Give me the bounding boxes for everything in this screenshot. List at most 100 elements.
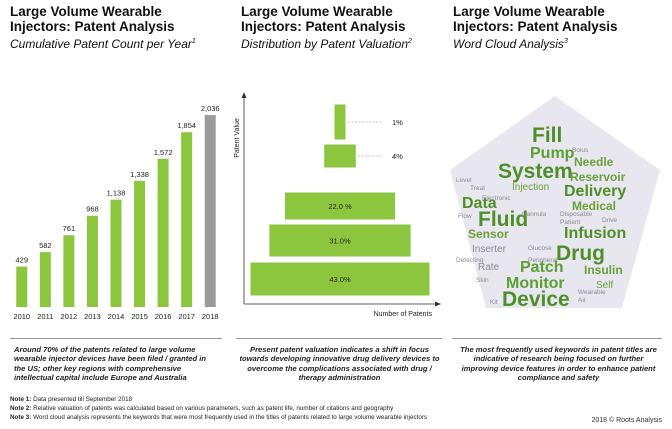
data-label: 761 [63,224,76,233]
word-cloud-term: Medical [572,199,616,213]
bar [16,266,28,307]
tick-label: 2012 [61,312,78,321]
divider [236,338,442,339]
footnote-marker: 3 [563,38,568,45]
panel-subtitle: Distribution by Patent Valuation2 [241,35,456,51]
subtitle-text: Distribution by Patent Valuation [241,37,408,51]
tick-label: 2018 [202,312,219,321]
y-axis-arrow [241,92,247,98]
tick-label: 2014 [108,312,125,321]
note-1: Note 1: Data presented till September 20… [10,396,132,404]
tier-label: 1% [392,118,403,127]
tick-label: 2015 [131,312,148,321]
y-axis-label: Patent Value [234,118,241,158]
word-cloud-term: Level [456,177,472,184]
word-cloud-term: Monitor [506,275,565,292]
tier-label: 31.0% [329,237,351,246]
insight-valuation: Present patent valuation indicates a shi… [239,345,440,382]
word-cloud-term: Disposable [560,211,593,218]
divider [452,338,662,339]
word-cloud-term: Drug [556,242,605,265]
note-label: Note 1: [10,396,32,403]
word-cloud-term: Fill [532,124,562,147]
tick-label: 2011 [37,312,53,321]
note-label: Note 3: [10,414,32,421]
pyramid-tier [249,261,431,297]
word-cloud-term: Reservoir [570,170,626,184]
word-cloud-term: Data [462,195,497,212]
pyramid-tier [268,223,412,258]
x-axis-arrow [435,301,441,307]
panel-subtitle: Word Cloud Analysis3 [453,35,668,51]
bar [39,252,51,307]
word-cloud-term: Patient [560,219,580,226]
word-cloud-term: Wearable [578,289,606,296]
word-cloud-term: Sensor [468,227,509,241]
pyramid-tier [333,103,347,141]
word-cloud-term: Drive [602,217,618,224]
note-label: Note 2: [10,405,32,412]
tick-label: 2013 [84,312,101,321]
panel-header-patent-count: Large Volume Wearable Injectors: Patent … [10,4,225,51]
note-3: Note 3: Word cloud analysis represents t… [10,414,427,422]
data-label: 1,854 [177,121,196,130]
data-label: 1,138 [107,189,126,198]
footnote-marker: 1 [191,38,196,45]
copyright-credit: 2018 © Roots Analysis [591,417,662,424]
word-cloud-term: Patch [520,259,564,276]
word-cloud-term: Flow [458,213,472,220]
panel-header-word-cloud: Large Volume Wearable Injectors: Patent … [453,4,668,51]
word-cloud-term: Device [502,288,570,311]
panel-title: Large Volume Wearable Injectors: Patent … [10,4,175,34]
word-cloud-term: Inserter [472,244,507,255]
word-cloud-term: Peripheral [528,257,558,264]
word-cloud-term: Insulin [584,263,623,277]
tick-label: 2017 [178,312,195,321]
footnote-marker: 2 [408,38,412,45]
subtitle-text: Cumulative Patent Count per Year [10,37,192,51]
word-cloud-term: Rate [478,262,500,273]
data-label: 968 [86,205,99,214]
tier-label: 4% [392,152,403,161]
data-label: 2,036 [201,104,220,113]
word-cloud-term: Kit [490,299,498,306]
word-cloud-term: Self [596,280,613,291]
pyramid-tier [323,143,357,169]
cloud-pentagon [450,96,660,308]
pyramid-tier [283,191,397,221]
bar [63,235,75,307]
insight-patent-count: Around 70% of the patents related to lar… [14,345,207,382]
insight-word-cloud: The most frequently used keywords in pat… [460,345,657,382]
tier-label: 22.0 % [328,202,352,211]
tick-label: 2010 [13,312,30,321]
subtitle-text: Word Cloud Analysis [453,37,564,51]
bar [181,132,193,307]
note-2: Note 2: Relative valuation of patents wa… [10,405,393,413]
data-label: 582 [39,241,52,250]
bar [204,115,216,307]
word-cloud-term: Delivery [564,183,626,200]
bar [110,199,122,307]
panel-header-valuation: Large Volume Wearable Injectors: Patent … [241,4,456,51]
word-cloud-term: Detecting [456,257,484,264]
tick-label: 2016 [155,312,172,321]
word-cloud-term: Electronic [482,195,511,202]
word-cloud-term: Pump [530,145,575,162]
patent-valuation-pyramid: Patent Value Number of Patents 1% 4% 22.0 % 3… [234,92,441,318]
panel-title: Large Volume Wearable Injectors: Patent … [241,4,406,34]
note-text: Data presented till September 2018 [33,396,133,403]
bar [86,215,98,307]
word-cloud-term: System [498,160,573,183]
note-text: Word cloud analysis represents the keywo… [33,414,428,421]
data-label: 1,338 [130,170,149,179]
panel-subtitle: Cumulative Patent Count per Year1 [10,35,225,51]
word-cloud-term: Air [578,297,587,304]
x-axis-label: Number of Patents [374,311,433,318]
word-cloud-term: Bolus [572,147,589,154]
divider [10,338,222,339]
word-cloud-term: Fluid [478,208,528,231]
word-cloud-term: Skin [476,277,489,284]
bar [134,180,146,307]
cumulative-patent-chart: 429 2010 582 2011 761 2012 968 2013 1,138 2014 1,3… [13,104,220,321]
